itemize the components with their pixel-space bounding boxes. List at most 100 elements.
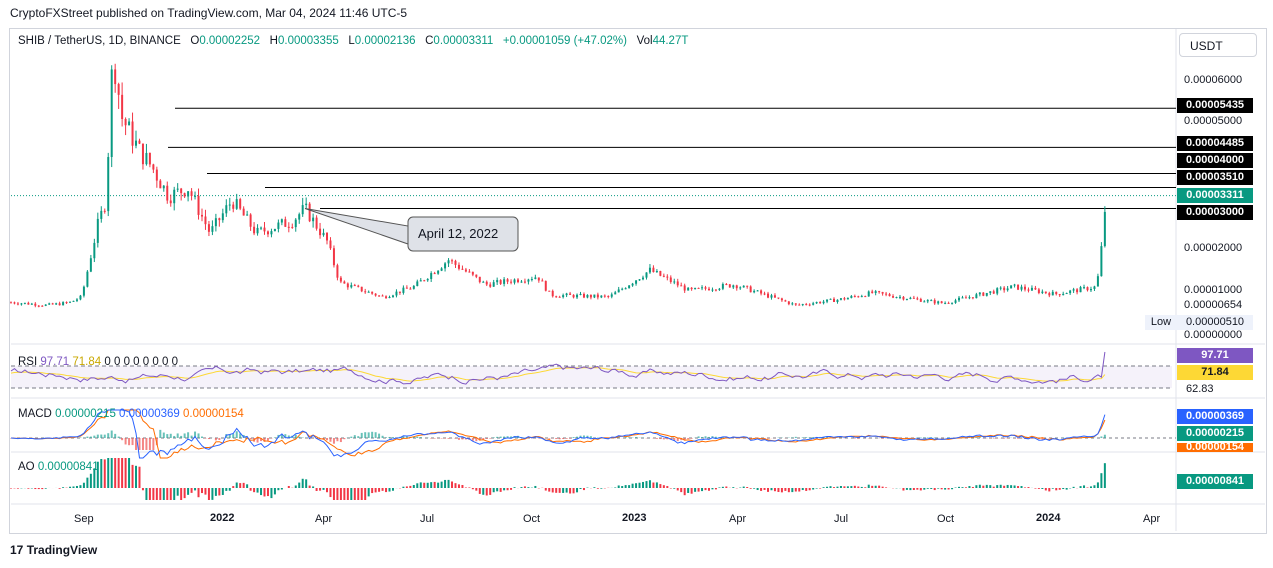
candle-body-250 [878, 291, 881, 293]
candle-body-255 [895, 297, 898, 299]
candle-body-190 [669, 277, 672, 283]
rsi-extra-3: 0 [133, 356, 140, 368]
ao-bar-72 [260, 488, 263, 496]
candle-body-215 [756, 290, 759, 292]
macd-signal-value: 0.00000154 [183, 408, 244, 420]
macd-hist-bar-32 [121, 438, 124, 441]
ao-bar-189 [666, 486, 669, 488]
ao-bar-236 [829, 486, 832, 488]
tradingview-logo-icon: 17 [10, 543, 24, 557]
macd-legend[interactable]: MACD 0.00000215 0.00000369 0.00000154 [18, 408, 244, 420]
candle-body-223 [784, 300, 787, 302]
ao-bar-243 [853, 485, 856, 488]
ao-bar-258 [905, 488, 908, 490]
rsi-legend[interactable]: RSI 97.71 71.84 0 0 0 0 0 0 0 0 [18, 356, 178, 368]
candle-body-189 [666, 276, 669, 278]
macd-hist-bar-230 [808, 437, 811, 438]
ao-bar-87 [312, 486, 315, 488]
candle-body-7 [34, 303, 37, 306]
ao-bar-151 [534, 485, 537, 488]
ao-bar-107 [381, 488, 384, 491]
candle-body-25 [96, 218, 99, 243]
candle-body-118 [419, 280, 422, 282]
candle-body-72 [260, 227, 263, 229]
ao-bar-17 [69, 486, 72, 488]
ao-bar-288 [1010, 485, 1013, 488]
macd-hist-bar-278 [975, 437, 978, 438]
macd-hist-bar-279 [978, 437, 981, 438]
candle-body-105 [374, 293, 377, 296]
candle-body-82 [294, 219, 297, 228]
candle-body-211 [742, 285, 745, 288]
candle-body-222 [780, 298, 783, 301]
ao-bar-199 [701, 488, 704, 492]
symbol-legend[interactable]: SHIB / TetherUS, 1D, BINANCE O0.00002252… [18, 35, 688, 47]
ao-bar-280 [982, 485, 985, 488]
macd-hist-bar-105 [374, 432, 377, 438]
candle-body-303 [1062, 293, 1065, 296]
candle-body-144 [510, 281, 513, 283]
ao-bar-160 [565, 488, 568, 493]
macd-signal-line [10, 409, 1106, 459]
candle-body-233 [819, 302, 822, 304]
candle-body-29 [110, 69, 113, 158]
ao-bar-215 [756, 488, 759, 491]
ao-bar-77 [277, 488, 280, 491]
ao-bar-233 [819, 488, 822, 489]
ao-legend[interactable]: AO 0.00000841 [18, 461, 99, 473]
candle-body-278 [975, 294, 978, 299]
candle-body-4 [23, 302, 26, 304]
macd-hist-bar-78 [280, 434, 283, 438]
macd-hist-bar-162 [572, 437, 575, 438]
macd-hist-bar-94 [336, 438, 339, 442]
candle-body-237 [833, 298, 836, 302]
candle-body-226 [794, 303, 797, 305]
ao-bar-261 [916, 488, 919, 490]
ao-bar-50 [183, 488, 186, 499]
candle-body-20 [79, 295, 82, 300]
ao-bar-149 [527, 487, 530, 488]
macd-hist-bar-46 [169, 433, 172, 438]
macd-hist-bar-25 [96, 434, 99, 438]
ao-bar-263 [923, 488, 926, 490]
currency-button[interactable]: USDT [1179, 33, 1257, 57]
candle-body-265 [930, 300, 933, 302]
tradingview-logo[interactable]: 17 TradingView [10, 543, 97, 557]
ao-bar-186 [655, 482, 658, 488]
macd-hist-bar-186 [655, 438, 658, 439]
ao-bar-301 [1055, 488, 1058, 491]
rsi-axis-tick: 62.83 [1186, 383, 1214, 395]
ao-bar-262 [919, 488, 922, 491]
candle-body-214 [753, 290, 756, 293]
candle-body-178 [628, 285, 631, 289]
candle-body-31 [117, 84, 120, 95]
ao-bar-61 [221, 488, 224, 495]
macd-hist-bar-270 [947, 437, 950, 438]
ao-bar-227 [798, 488, 801, 492]
ao-bar-251 [881, 486, 884, 488]
level-box-0: 0.00005435 [1177, 98, 1253, 113]
candle-body-129 [457, 264, 460, 269]
macd-hist-bar-113 [402, 436, 405, 438]
high-label: H [269, 35, 278, 47]
candle-body-109 [388, 296, 391, 299]
candle-body-57 [207, 224, 210, 232]
candle-body-38 [141, 143, 144, 165]
macd-hist-bar-166 [586, 435, 589, 438]
ao-bar-250 [878, 485, 881, 488]
candle-body-43 [159, 180, 162, 189]
candle-body-251 [881, 291, 884, 294]
ao-bar-53 [194, 488, 197, 491]
chart-frame[interactable] [9, 28, 1267, 534]
y-tick-5: 0.00000654 [1184, 299, 1243, 311]
candle-body-168 [593, 294, 596, 298]
ao-bar-287 [1006, 484, 1009, 488]
macd-hist-bar-203 [714, 436, 717, 438]
candle-body-26 [100, 210, 103, 219]
ao-bar-88 [315, 488, 318, 491]
ao-bar-221 [777, 488, 780, 492]
y-tick-4: 0.00001000 [1184, 284, 1243, 296]
ao-bar-123 [437, 482, 440, 488]
ao-bar-67 [242, 482, 245, 488]
